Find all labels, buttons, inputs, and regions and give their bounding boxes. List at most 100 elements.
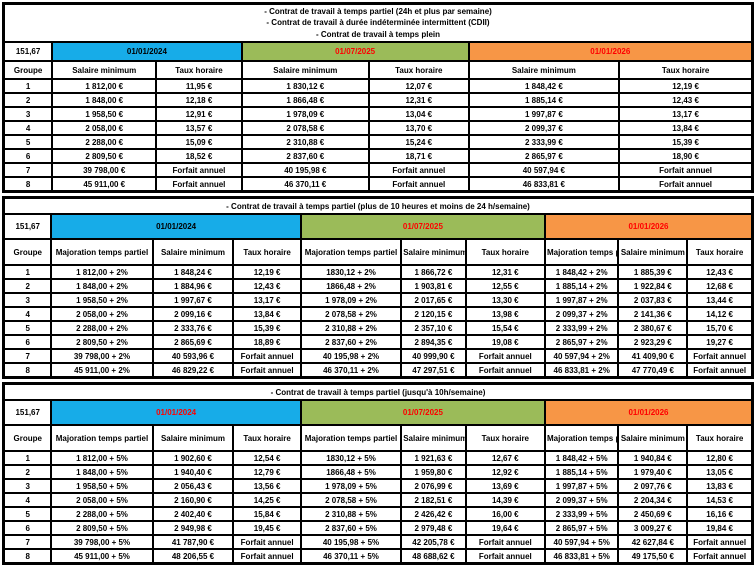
cell-taux-horaire: 13,83 € [686,478,754,494]
cell-taux-horaire: Forfait annuel [686,548,754,565]
cell-majoration-temps-partiel: 2 288,00 + 5% [50,506,154,522]
cell-taux-horaire: 12,79 € [232,464,302,480]
cell-salaire-minimum: 2 141,36 € [617,306,689,322]
groupe-number-cell: 6 [2,148,54,164]
cell-taux-horaire: 12,67 € [464,450,546,466]
cell-majoration-temps-partiel: 46 370,11 + 5% [299,548,403,565]
column-header-taux-horaire: Taux horaire [618,60,754,80]
groupe-number-cell: 3 [2,106,54,122]
cell-salaire-minimum: 2 333,76 € [151,320,235,336]
cell-salaire-minimum: 46 833,81 € [467,176,621,193]
cell-salaire-minimum: 47 770,49 € [617,362,689,379]
cell-taux-horaire: Forfait annuel [232,534,302,550]
table-row-groupe-8: 8 45 911,00 + 5% 48 206,55 € Forfait annuel… [2,548,754,565]
cell-taux-horaire: 19,64 € [464,520,546,536]
table-row-groupe-7: 7 39 798,00 € Forfait annuel 40 195,98 € For… [2,162,754,178]
column-header-taux-horaire: Taux horaire [155,60,243,80]
cell-salaire-minimum: 1 885,39 € [617,264,689,280]
column-header-groupe: Groupe [2,60,54,80]
cell-majoration-temps-partiel: 40 195,98 + 2% [299,348,403,364]
cell-salaire-minimum: 46 370,11 € [240,176,370,193]
cell-taux-horaire: 14,53 € [686,492,754,508]
cell-salaire-minimum: 47 297,51 € [400,362,467,379]
cell-majoration-temps-partiel: 2 837,60 + 5% [299,520,403,536]
cell-taux-horaire: 13,69 € [464,478,546,494]
cell-salaire-minimum: 1 884,96 € [151,278,235,294]
cell-salaire-minimum: 48 688,62 € [400,548,467,565]
groupe-number-cell: 6 [2,334,53,350]
cell-majoration-temps-partiel: 2 310,88 + 5% [299,506,403,522]
cell-majoration-temps-partiel: 1866,48 + 2% [299,278,403,294]
cell-salaire-minimum: 1 830,12 € [240,78,370,94]
cell-taux-horaire: 13,04 € [367,106,470,122]
cell-taux-horaire: 12,80 € [686,450,754,466]
cell-majoration-temps-partiel: 1 812,00 + 2% [50,264,154,280]
cell-taux-horaire: 12,43 € [618,92,754,108]
cell-salaire-minimum: 1 940,84 € [617,450,689,466]
table-row-groupe-8: 8 45 911,00 + 2% 46 829,22 € Forfait annuel… [2,362,754,379]
cell-salaire-minimum: 2 120,15 € [400,306,467,322]
cell-salaire-minimum: 48 206,55 € [151,548,235,565]
cell-majoration-temps-partiel: 45 911,00 + 5% [50,548,154,565]
cell-salaire-minimum: 2 865,97 € [467,148,621,164]
cell-majoration-temps-partiel: 1830,12 + 2% [299,264,403,280]
cell-majoration-temps-partiel: 2 333,99 + 2% [543,320,620,336]
cell-salaire-minimum: 2 380,67 € [617,320,689,336]
cell-salaire-minimum: 46 829,22 € [151,362,235,379]
cell-salaire-minimum: 2 809,50 € [51,148,158,164]
cell-taux-horaire: 13,98 € [464,306,546,322]
cell-salaire-minimum: 40 999,90 € [400,348,467,364]
table-row-groupe-7: 7 39 798,00 + 2% 40 593,96 € Forfait annuel… [2,348,754,364]
table-title-temps-plein: - Contrat de travail à temps partiel (24… [2,2,754,43]
cell-salaire-minimum: 2 923,29 € [617,334,689,350]
groupe-number-cell: 1 [2,264,53,280]
cell-majoration-temps-partiel: 1 997,87 + 5% [543,478,620,494]
cell-salaire-minimum: 1 921,63 € [400,450,467,466]
table-contrat-temps-partiel-10-24h: - Contrat de travail à temps partiel (pl… [2,196,754,379]
cell-salaire-minimum: 2 058,00 € [51,120,158,136]
cell-majoration-temps-partiel: 46 370,11 + 2% [299,362,403,379]
title-line: - Contrat de travail à temps partiel (ju… [270,387,486,397]
grid-table-temps-plein: - Contrat de travail à temps partiel (24… [2,2,754,193]
cell-salaire-minimum: 1 866,72 € [400,264,467,280]
cell-salaire-minimum: 40 593,96 € [151,348,235,364]
table-row-groupe-8: 8 45 911,00 € Forfait annuel 46 370,11 € For… [2,176,754,193]
period-date-cell: 01/01/2026 [467,41,754,62]
cell-salaire-minimum: 2 865,69 € [151,334,235,350]
cell-majoration-temps-partiel: 40 597,94 + 5% [543,534,620,550]
cell-salaire-minimum: 45 911,00 € [51,176,158,193]
column-header-salaire-minimum: Salaire minimum [240,60,370,80]
column-header-majoration-temps-partiel: Majoration temps partiel [543,238,620,266]
cell-majoration-temps-partiel: 1 848,42 + 5% [543,450,620,466]
cell-taux-horaire: Forfait annuel [155,176,243,193]
cell-taux-horaire: 19,45 € [232,520,302,536]
groupe-number-cell: 7 [2,348,53,364]
monthly-hours-cell: 151,67 [2,399,53,426]
cell-taux-horaire: 13,70 € [367,120,470,136]
cell-taux-horaire: 12,31 € [367,92,470,108]
cell-salaire-minimum: 1 848,00 € [51,92,158,108]
period-date-cell: 01/01/2026 [543,213,754,240]
groupe-number-cell: 2 [2,92,54,108]
cell-salaire-minimum: 49 175,50 € [617,548,689,565]
cell-majoration-temps-partiel: 45 911,00 + 2% [50,362,154,379]
column-header-groupe: Groupe [2,238,53,266]
cell-taux-horaire: 13,17 € [618,106,754,122]
cell-majoration-temps-partiel: 1 958,50 + 2% [50,292,154,308]
cell-salaire-minimum: 2 160,90 € [151,492,235,508]
cell-taux-horaire: 19,84 € [686,520,754,536]
period-date-cell: 01/01/2024 [51,41,243,62]
cell-taux-horaire: 15,54 € [464,320,546,336]
column-header-taux-horaire: Taux horaire [232,238,302,266]
cell-taux-horaire: 15,70 € [686,320,754,336]
grid-table-temps-partiel-10-24h: - Contrat de travail à temps partiel (pl… [2,196,754,379]
column-header-majoration-temps-partiel: Majoration temps partiel [299,238,403,266]
cell-salaire-minimum: 2 099,37 € [467,120,621,136]
cell-taux-horaire: 13,44 € [686,292,754,308]
cell-salaire-minimum: 2 357,10 € [400,320,467,336]
